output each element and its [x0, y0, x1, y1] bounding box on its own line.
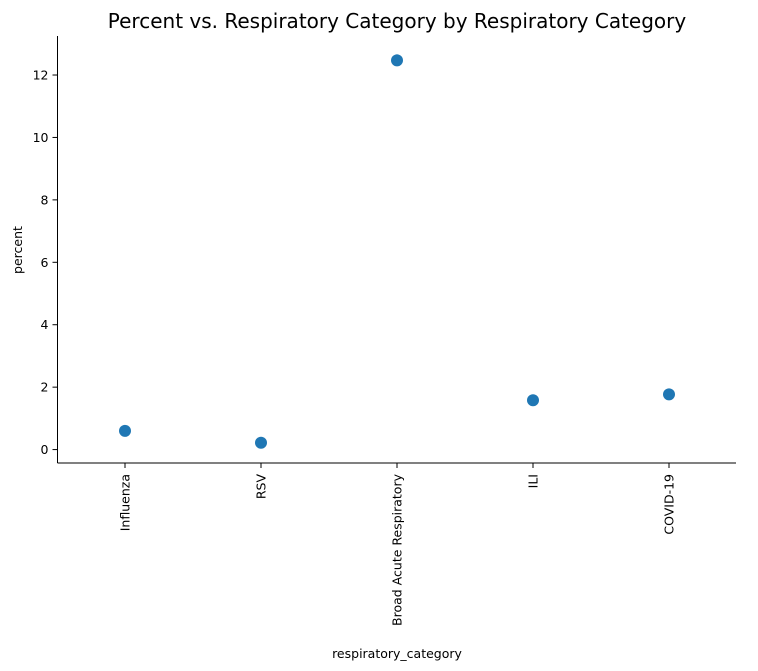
- y-tick-label: 0: [41, 442, 49, 457]
- chart-title: Percent vs. Respiratory Category by Resp…: [108, 9, 687, 33]
- y-tick-label: 4: [41, 317, 49, 332]
- data-point: [119, 424, 131, 437]
- y-tick-label: 12: [33, 68, 49, 83]
- data-point: [663, 388, 675, 401]
- data-point: [527, 394, 539, 407]
- y-axis-ticks: 0 2 4 6 8 10 12: [33, 68, 58, 457]
- x-tick-label: RSV: [254, 474, 269, 500]
- y-tick-label: 2: [41, 380, 49, 395]
- x-axis-label: respiratory_category: [332, 646, 462, 661]
- data-point: [255, 436, 267, 449]
- x-axis-ticks: Influenza RSV Broad Acute Respiratory ILI CO…: [118, 463, 677, 626]
- data-point: [391, 54, 403, 67]
- y-tick-label: 6: [41, 255, 49, 270]
- x-tick-label: Influenza: [118, 474, 133, 531]
- y-axis-label: percent: [10, 226, 25, 274]
- x-tick-label: COVID-19: [662, 474, 677, 535]
- x-tick-label: ILI: [526, 474, 541, 488]
- x-tick-label: Broad Acute Respiratory: [390, 473, 405, 626]
- y-tick-label: 10: [33, 130, 49, 145]
- y-tick-label: 8: [41, 192, 49, 207]
- plot-area: [119, 54, 675, 449]
